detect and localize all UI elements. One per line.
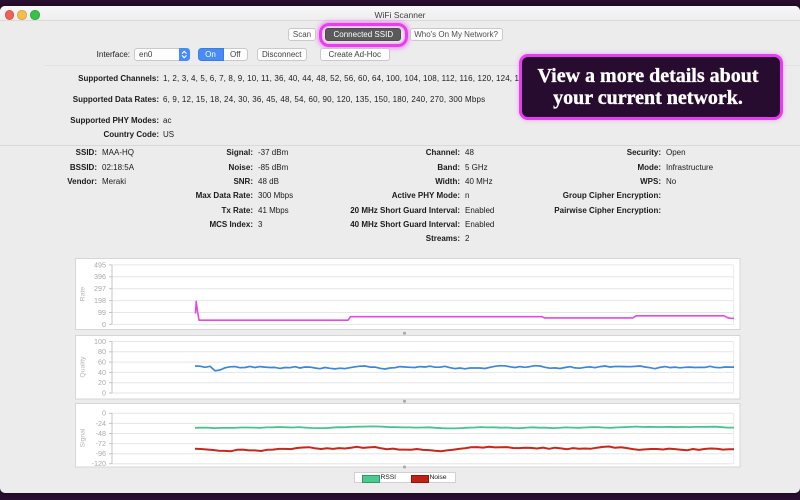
svg-text:0: 0: [102, 388, 106, 397]
svg-text:0: 0: [102, 320, 106, 329]
svg-text:100: 100: [94, 337, 106, 346]
svg-text:60: 60: [98, 358, 106, 367]
svg-text:-24: -24: [96, 419, 106, 428]
svg-text:40: 40: [98, 368, 106, 377]
svg-text:Rate: Rate: [80, 287, 87, 302]
svg-text:Quality: Quality: [80, 356, 87, 378]
svg-text:Signal: Signal: [80, 428, 87, 447]
svg-text:99: 99: [98, 308, 106, 317]
svg-text:495: 495: [94, 260, 106, 269]
svg-text:396: 396: [94, 272, 106, 281]
svg-text:0: 0: [102, 409, 106, 418]
svg-text:-120: -120: [92, 459, 106, 468]
svg-text:-72: -72: [96, 439, 106, 448]
svg-text:-48: -48: [96, 429, 106, 438]
svg-text:-96: -96: [96, 449, 106, 458]
svg-text:198: 198: [94, 296, 106, 305]
svg-text:80: 80: [98, 347, 106, 356]
svg-text:20: 20: [98, 378, 106, 387]
svg-text:297: 297: [94, 284, 106, 293]
